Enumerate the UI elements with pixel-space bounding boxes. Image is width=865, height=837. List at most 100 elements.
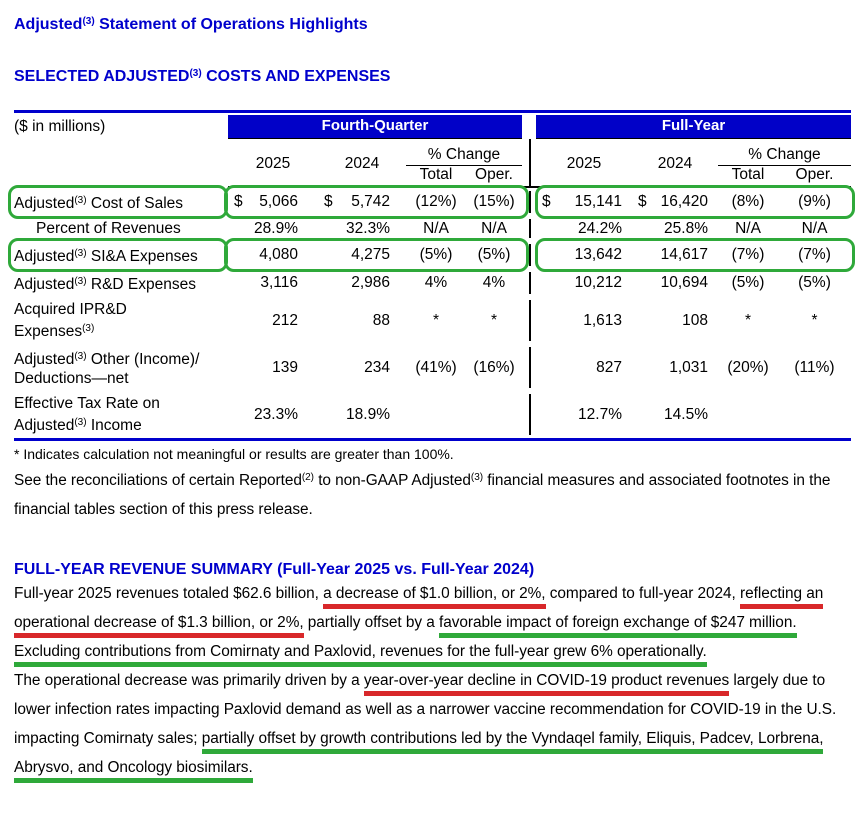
table-cell: (11%) (794, 358, 835, 376)
table-cell: (9%) (798, 193, 831, 210)
column-divider (522, 244, 536, 266)
row-label: Adjusted(3) Cost of Sales (14, 191, 228, 213)
column-header-pct-change-fy: % Change (718, 139, 851, 166)
column-header-total-q4: Total (419, 166, 453, 183)
text-run: Percent of Revenues (36, 220, 181, 237)
text-run: to non-GAAP Adjusted (313, 472, 471, 489)
value: 15,141 (574, 193, 622, 210)
text-run: compared to full-year 2024, (545, 585, 741, 602)
reconciliation-paragraph: See the reconciliations of certain Repor… (14, 463, 851, 524)
table-cell: (5%) (798, 274, 831, 291)
text-run: Adjusted (14, 248, 75, 265)
text-run: Effective Tax Rate on (14, 395, 160, 412)
table-cell: 24.2% (578, 219, 622, 237)
value: 5,742 (351, 193, 390, 210)
currency-symbol: $ (324, 193, 333, 210)
row-label: Adjusted(3) Other (Income)/ Deductions—ne… (14, 347, 228, 388)
table-cell: (20%) (727, 358, 769, 376)
text-run: COSTS AND EXPENSES (201, 68, 391, 85)
table-cell: $16,420 (632, 193, 718, 211)
column-divider (522, 272, 536, 294)
table-cell: 23.3% (254, 405, 298, 423)
table-cell: 10,212 (574, 274, 622, 291)
section-heading-fy-revenue-summary: FULL-YEAR REVENUE SUMMARY (Full-Year 202… (14, 561, 535, 578)
table-cell: * (490, 311, 498, 329)
table-cell: (15%) (473, 193, 515, 210)
table-cell: 88 (372, 311, 390, 329)
column-divider (522, 347, 536, 388)
column-header-total-fy: Total (731, 166, 765, 183)
column-divider (522, 191, 536, 213)
text-run: Deductions—net (14, 370, 129, 387)
footnote-ref: (3) (470, 472, 483, 483)
footnote-ref: (3) (74, 195, 87, 206)
fy-summary-paragraph-1: Full-year 2025 revenues totaled $62.6 bi… (14, 579, 851, 667)
table-cell: 827 (596, 358, 622, 376)
row-label: Acquired IPR&D Expenses(3) (14, 300, 228, 341)
footnote-ref: (3) (74, 351, 87, 362)
column-divider (522, 139, 536, 188)
currency-symbol: $ (234, 193, 243, 210)
text-run: Acquired IPR&D (14, 301, 127, 318)
table-cell: 14.5% (664, 405, 708, 423)
table-cell: 18.9% (346, 405, 390, 423)
table-cell: 25.8% (664, 219, 708, 237)
table-row: Effective Tax Rate on Adjusted(3) Income 2… (14, 391, 851, 438)
table-cell: $15,141 (536, 193, 632, 211)
table-cell: 108 (682, 311, 708, 329)
table-cell: 32.3% (346, 219, 390, 237)
footnote-ref: (3) (82, 323, 95, 334)
table-cell: 1,613 (583, 311, 622, 329)
table-cell: 212 (272, 311, 298, 329)
table-cell: (16%) (473, 358, 515, 376)
row-label: Effective Tax Rate on Adjusted(3) Income (14, 394, 228, 435)
footnote-ref: (3) (74, 248, 87, 259)
table-cell: * (432, 311, 440, 329)
fy-summary-paragraph-2: The operational decrease was primarily d… (14, 666, 851, 783)
table-cell: (5%) (731, 274, 765, 291)
column-header-2025-fy: 2025 (566, 154, 602, 172)
column-header-oper-fy: Oper. (795, 166, 834, 183)
table-cell: (41%) (415, 358, 457, 376)
currency-symbol: $ (638, 193, 647, 210)
footnote-ref: (3) (82, 16, 95, 27)
column-header-2024-fy: 2024 (657, 154, 693, 172)
text-run: Adjusted (14, 195, 75, 212)
column-header-2025-q4: 2025 (255, 154, 291, 172)
table-cell: 4,080 (259, 246, 298, 263)
units-label: ($ in millions) (14, 118, 106, 135)
column-header-oper-q4: Oper. (475, 166, 513, 183)
text-run: SI&A Expenses (86, 248, 198, 265)
table-row: Acquired IPR&D Expenses(3) 212 88 * * 1,613 108… (14, 297, 851, 344)
text-run: partially offset by a (303, 614, 440, 631)
table-cell: 28.9% (254, 219, 298, 237)
text-run: Adjusted (14, 351, 75, 368)
table-body: Adjusted(3) Cost of Sales $5,066 $5,742 (12… (8, 185, 855, 438)
text-run: R&D Expenses (86, 276, 196, 293)
table-cell: N/A (801, 219, 828, 237)
table-group-header-row: ($ in millions) Fourth-Quarter Full-Year (14, 115, 851, 139)
text-run: See the reconciliations of certain Repor… (14, 472, 302, 489)
table-cell: (7%) (798, 246, 831, 263)
text-run: Full-year 2025 revenues totaled $62.6 bi… (14, 585, 324, 602)
footnote-ref: (3) (74, 276, 87, 287)
text-run: SELECTED ADJUSTED (14, 68, 190, 85)
table-cell: 4% (482, 274, 506, 291)
text-run: Adjusted (14, 417, 75, 434)
fourth-quarter-group-header: Fourth-Quarter (228, 115, 522, 139)
table-row: Adjusted(3) SI&A Expenses 4,080 4,275 (5%) (… (8, 238, 855, 272)
table-row: Adjusted(3) R&D Expenses 3,116 2,986 4% 4% 10… (14, 269, 851, 297)
page-title: Adjusted(3) Statement of Operations High… (14, 12, 851, 34)
table-cell: N/A (481, 219, 507, 237)
text-run: Other (Income)/ (86, 351, 200, 368)
value: 5,066 (259, 193, 298, 210)
table-cell: (5%) (419, 246, 453, 263)
table-cell: $5,066 (228, 193, 318, 211)
full-year-group-header: Full-Year (536, 115, 851, 139)
table-cell: (8%) (731, 193, 765, 210)
text-run: The operational decrease was primarily d… (14, 672, 364, 689)
table-cell: 14,617 (660, 246, 708, 263)
table-cell: (12%) (415, 193, 457, 210)
table-cell: 234 (364, 358, 390, 376)
row-label: Adjusted(3) SI&A Expenses (14, 244, 228, 266)
